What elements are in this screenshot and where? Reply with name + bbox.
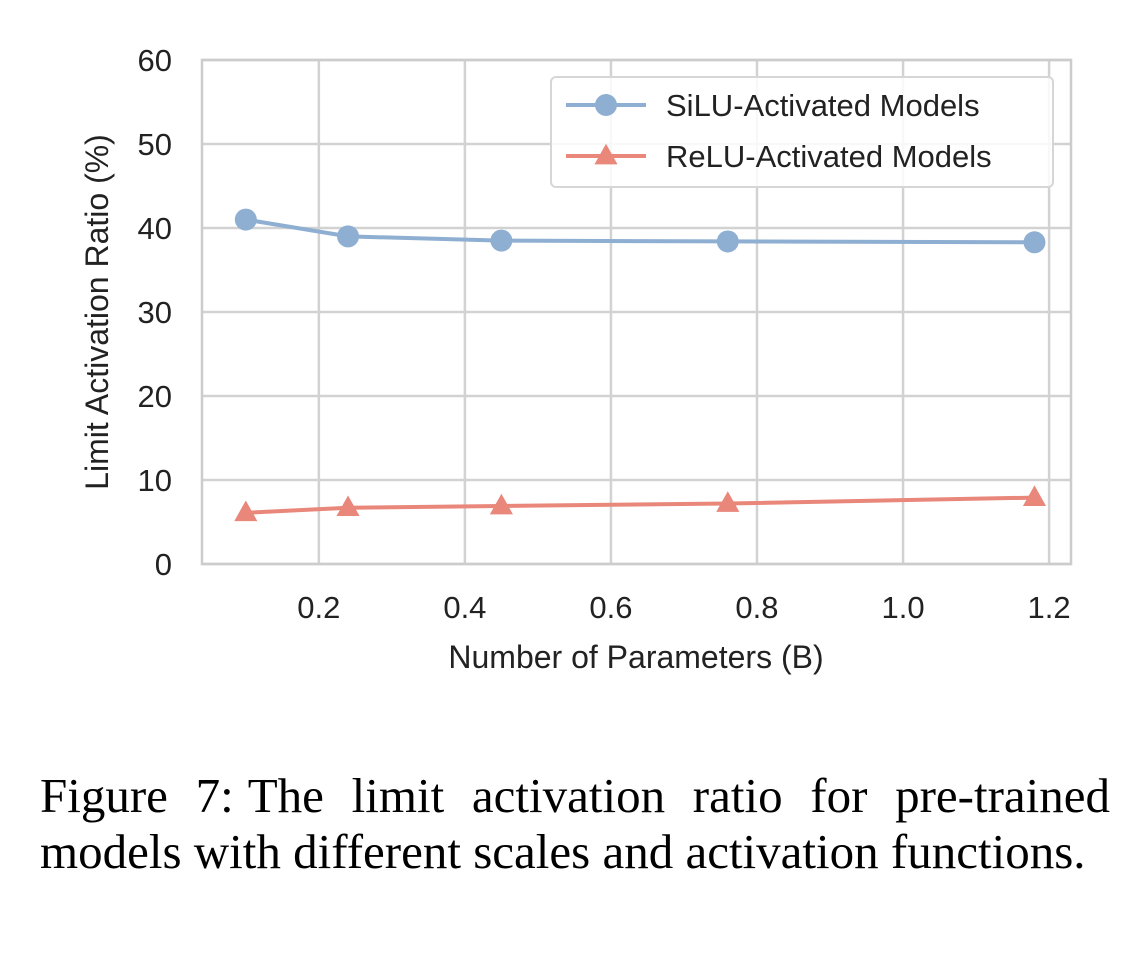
x-axis-label: Number of Parameters (B) [448,639,823,675]
x-tick-label: 0.4 [443,590,486,625]
data-point [234,500,258,522]
caption-text: The limit activation ratio for pre-train… [40,768,1111,879]
data-point [1022,485,1047,506]
series-group [234,208,1046,254]
data-point [336,495,360,517]
y-tick-label: 40 [138,211,172,246]
series-line [245,495,1035,515]
legend-label: ReLU-Activated Models [666,139,992,174]
data-point [489,493,513,515]
y-tick-label: 10 [138,463,172,498]
y-axis-label: Limit Activation Ratio (%) [79,134,115,490]
x-tick-label: 0.6 [589,590,632,625]
data-point [594,143,618,165]
legend-entry: SiLU-Activated Models [566,88,980,123]
series-layer [234,208,1047,522]
legend-entries: SiLU-Activated Models ReLU-Activated Mode… [566,88,992,174]
x-tick-label: 0.2 [297,590,340,625]
data-point [716,491,740,512]
legend-entry: ReLU-Activated Models [566,139,992,174]
y-tick-label: 20 [138,379,172,414]
data-point [234,208,257,231]
y-tick-label: 0 [155,547,172,582]
series-line [245,217,1035,245]
line-chart: 0 10 20 30 40 50 60 0.2 0.4 0.6 0.8 1.0 1.2 SiLU-Ac… [79,43,1073,675]
plot-frame [200,58,1073,566]
legend-label: SiLU-Activated Models [666,88,980,123]
series-group [234,485,1047,522]
figure-caption: Figure 7: The limit activation ratio for … [40,768,1110,880]
y-tick-label: 50 [138,127,172,162]
caption-label: Figure 7: [40,768,234,823]
legend-box [550,76,1054,188]
x-tick-label: 1.0 [881,590,924,625]
x-tick-labels: 0.2 0.4 0.6 0.8 1.0 1.2 [297,590,1070,625]
data-point [716,230,739,253]
data-point [1023,231,1046,254]
data-point [490,229,513,252]
y-tick-label: 60 [138,43,172,78]
y-tick-label: 30 [138,295,172,330]
x-tick-label: 1.2 [1028,590,1071,625]
x-tick-label: 0.8 [735,590,778,625]
legend: SiLU-Activated Models ReLU-Activated Mode… [550,76,1054,188]
data-point [595,94,617,116]
data-point [337,225,360,248]
y-tick-labels: 0 10 20 30 40 50 60 [138,43,172,582]
